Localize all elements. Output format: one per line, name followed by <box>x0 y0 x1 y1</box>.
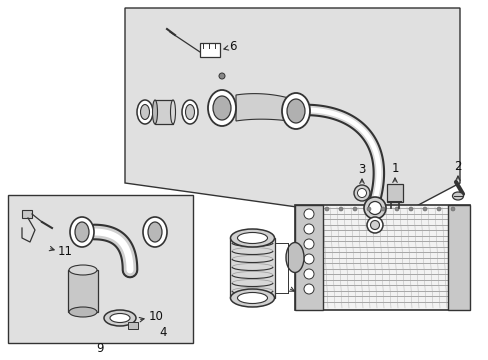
Ellipse shape <box>368 202 381 215</box>
Ellipse shape <box>185 104 194 120</box>
Ellipse shape <box>148 222 162 242</box>
Ellipse shape <box>286 99 305 123</box>
Circle shape <box>304 239 313 249</box>
Ellipse shape <box>282 93 309 129</box>
Ellipse shape <box>230 289 274 307</box>
Text: 3: 3 <box>358 162 365 176</box>
Circle shape <box>408 207 412 211</box>
Bar <box>128 322 138 329</box>
Polygon shape <box>236 94 294 122</box>
Ellipse shape <box>110 314 130 323</box>
Circle shape <box>304 284 313 294</box>
Circle shape <box>422 207 426 211</box>
Text: 4: 4 <box>159 325 166 338</box>
Circle shape <box>380 207 384 211</box>
Ellipse shape <box>152 100 157 124</box>
Circle shape <box>352 207 356 211</box>
Bar <box>200 43 220 57</box>
Bar <box>22 210 32 218</box>
Text: 8: 8 <box>301 284 308 297</box>
Ellipse shape <box>170 100 175 124</box>
Circle shape <box>338 207 342 211</box>
Text: 10: 10 <box>148 310 163 323</box>
Ellipse shape <box>137 100 153 124</box>
Ellipse shape <box>75 222 89 242</box>
Circle shape <box>357 189 366 198</box>
Circle shape <box>366 207 370 211</box>
Ellipse shape <box>69 307 97 317</box>
Ellipse shape <box>451 192 463 200</box>
Circle shape <box>450 207 454 211</box>
Circle shape <box>436 207 440 211</box>
Text: 11: 11 <box>58 244 72 257</box>
Ellipse shape <box>237 292 267 303</box>
Ellipse shape <box>366 217 382 233</box>
Ellipse shape <box>237 233 267 243</box>
Ellipse shape <box>207 90 236 126</box>
Circle shape <box>304 254 313 264</box>
Circle shape <box>394 207 398 211</box>
Circle shape <box>219 73 224 79</box>
Ellipse shape <box>142 217 167 247</box>
Ellipse shape <box>70 217 94 247</box>
Text: 6: 6 <box>229 40 236 53</box>
Bar <box>8 195 193 343</box>
Bar <box>229 238 274 298</box>
Ellipse shape <box>213 96 230 120</box>
Ellipse shape <box>363 197 385 219</box>
Ellipse shape <box>370 220 379 230</box>
Text: 9: 9 <box>96 342 103 355</box>
Ellipse shape <box>104 310 136 326</box>
Circle shape <box>304 269 313 279</box>
Circle shape <box>325 207 328 211</box>
Circle shape <box>304 209 313 219</box>
Ellipse shape <box>140 104 149 120</box>
Ellipse shape <box>285 243 304 273</box>
Bar <box>294 205 323 310</box>
Bar <box>68 270 98 312</box>
Polygon shape <box>125 8 459 220</box>
Circle shape <box>353 185 369 201</box>
Bar <box>386 184 402 202</box>
Bar <box>447 205 469 310</box>
Ellipse shape <box>69 265 97 275</box>
Bar <box>294 205 469 310</box>
Text: 1: 1 <box>390 162 398 175</box>
Bar <box>155 100 173 124</box>
Ellipse shape <box>182 100 198 124</box>
Text: 5: 5 <box>390 204 398 217</box>
Text: 2: 2 <box>453 159 461 172</box>
Circle shape <box>304 224 313 234</box>
Ellipse shape <box>230 229 274 247</box>
Text: 7: 7 <box>301 239 308 252</box>
